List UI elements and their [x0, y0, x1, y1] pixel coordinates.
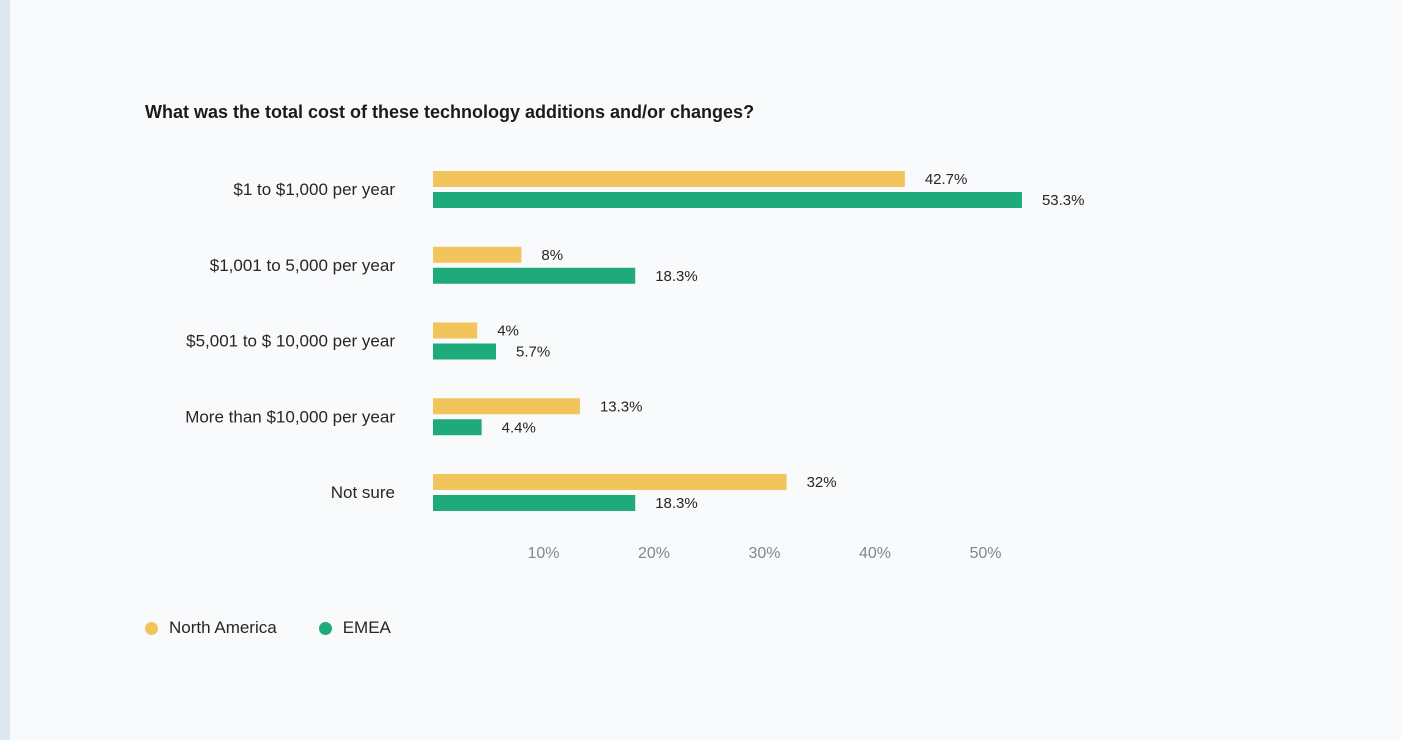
chart-legend: North America EMEA: [145, 618, 433, 638]
bar-emea-2: [433, 267, 636, 284]
bar-emea-3: [433, 343, 496, 360]
value-label-emea-3: 5.7%: [516, 344, 550, 361]
value-label-north-america-4: 13.3%: [600, 398, 643, 415]
bar-chart: $1 to $1,000 per year 42.7% 53.3% $1,001 to…: [185, 171, 1085, 562]
left-rail: [0, 0, 10, 740]
bar-north-america-1: [433, 171, 905, 187]
bar-emea-1: [433, 192, 1022, 208]
value-label-north-america-2: 8%: [541, 247, 563, 264]
x-tick-label-40: 40%: [859, 545, 891, 562]
value-label-north-america-1: 42.7%: [925, 171, 968, 188]
bar-emea-5: [433, 495, 636, 511]
value-label-emea-2: 18.3%: [655, 268, 698, 285]
legend-item-north-america: North America: [145, 618, 277, 638]
bar-emea-4: [433, 419, 482, 436]
legend-label-north-america: North America: [169, 618, 277, 637]
category-label-1: $1 to $1,000 per year: [233, 180, 395, 199]
chart-title: What was the total cost of these technol…: [145, 102, 755, 122]
bar-north-america-4: [433, 398, 580, 415]
value-label-emea-1: 53.3%: [1042, 192, 1085, 209]
value-label-north-america-5: 32%: [807, 474, 837, 491]
legend-dot-emea: [318, 621, 332, 635]
legend-dot-north-america: [145, 621, 158, 635]
x-tick-label-30: 30%: [748, 545, 780, 562]
bar-north-america-5: [433, 474, 787, 490]
value-label-emea-5: 18.3%: [655, 495, 698, 512]
x-tick-label-50: 50%: [969, 545, 1001, 562]
category-label-4: More than $10,000 per year: [185, 407, 395, 426]
category-label-2: $1,001 to 5,000 per year: [210, 256, 396, 275]
bar-north-america-3: [433, 322, 478, 339]
x-tick-label-20: 20%: [638, 545, 670, 562]
value-label-north-america-3: 4%: [497, 323, 519, 340]
category-label-5: Not sure: [331, 483, 395, 502]
legend-label-emea: EMEA: [342, 618, 391, 637]
value-label-emea-4: 4.4%: [502, 419, 536, 436]
legend-item-emea: EMEA: [318, 618, 391, 638]
x-tick-label-10: 10%: [527, 545, 559, 562]
bar-north-america-2: [433, 246, 522, 263]
category-label-3: $5,001 to $ 10,000 per year: [186, 332, 395, 351]
